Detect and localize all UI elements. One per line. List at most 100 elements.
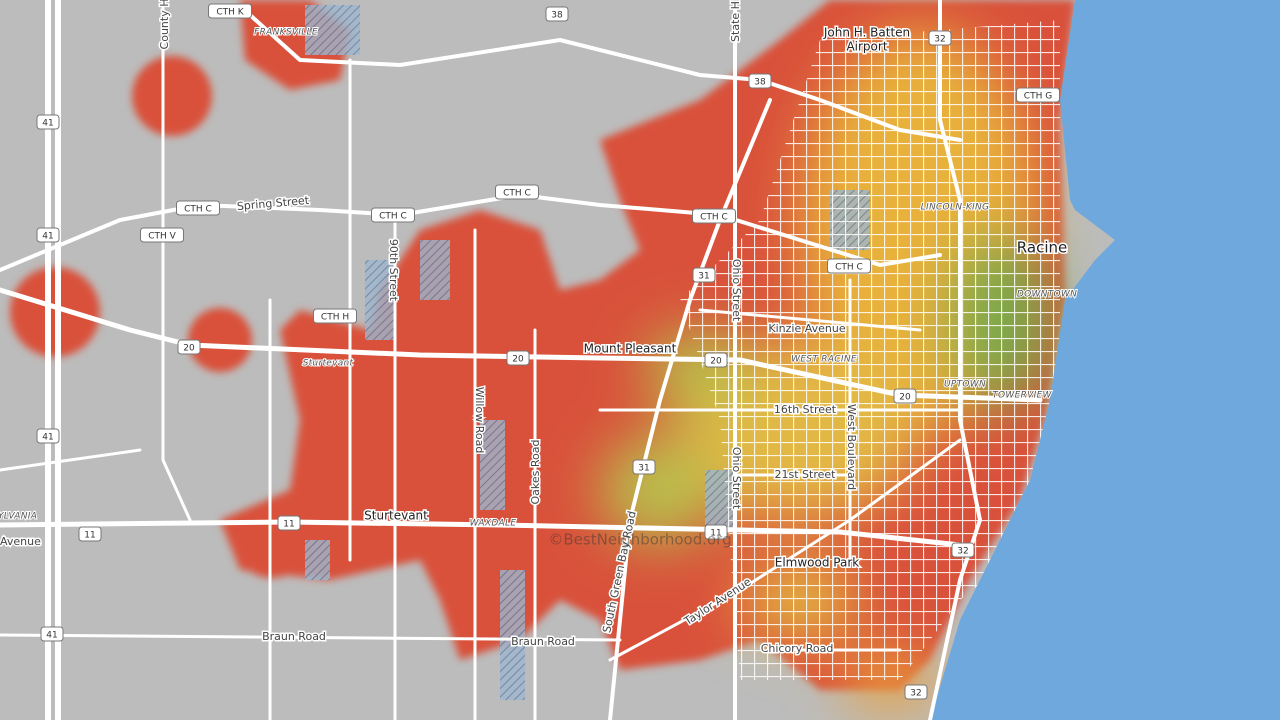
airport-label: John H. Batten — [823, 26, 910, 40]
highway-31 — [608, 98, 772, 720]
city-label: Racine — [1017, 239, 1067, 257]
route-shield — [928, 30, 952, 46]
airport-label: Airport — [846, 40, 887, 54]
route-shield-label: CTH C — [184, 205, 212, 215]
highway-32 — [928, 0, 982, 720]
hatched-area — [365, 260, 395, 340]
route-shield — [176, 200, 220, 216]
hatched-area — [305, 540, 330, 580]
route-shield-label: 11 — [84, 531, 95, 541]
neighborhood-label: WAXDALE — [470, 519, 517, 529]
place-label: Mount Pleasant — [584, 342, 677, 356]
route-shield-label: 31 — [698, 272, 709, 282]
taylor-avenue — [608, 438, 962, 662]
route-shield — [827, 258, 871, 274]
road-label: Willow Road — [473, 387, 486, 454]
road-label: Braun Road — [511, 635, 575, 648]
route-shield — [495, 184, 539, 200]
road-label: Ohio Street — [730, 447, 743, 510]
road-label: County H — [158, 0, 171, 49]
neighborhood-label: Sturtevant — [303, 359, 354, 369]
road-label: Chicory Road — [761, 642, 834, 655]
route-shield-label: CTH V — [148, 232, 176, 242]
route-shield — [208, 3, 252, 19]
road-label: Oakes Road — [529, 440, 542, 505]
neighborhood-label: YLVANIA — [0, 512, 37, 522]
route-shield — [893, 388, 917, 404]
neighborhood-label: WEST RACINE — [791, 355, 857, 365]
route-shield — [904, 684, 928, 700]
shields: CTH K 38 32 38 CTH G 41 CTH C CTH C CTH C CTH C CT… — [36, 3, 1060, 700]
route-shield — [704, 352, 728, 368]
route-shield — [632, 459, 656, 475]
route-shield-label: CTH C — [835, 263, 863, 273]
route-shield-label: 31 — [638, 464, 649, 474]
roads — [0, 0, 1043, 720]
route-shield-label: 32 — [957, 547, 968, 557]
route-shield-label: 20 — [183, 344, 195, 354]
hatched-area — [420, 240, 450, 300]
route-shield — [277, 515, 301, 531]
heat-area — [188, 308, 252, 372]
hatched-area — [305, 5, 360, 55]
road-label: 16th Street — [774, 403, 837, 416]
road-label: State Hi — [729, 0, 742, 42]
route-shield-label: CTH C — [503, 189, 531, 199]
route-shield-label: 32 — [910, 689, 921, 699]
route-shield — [36, 428, 60, 444]
hatched-area — [500, 570, 525, 700]
route-shield-label: 41 — [46, 631, 57, 641]
neighborhood-label: DOWNTOWN — [1017, 290, 1077, 300]
heat-area — [234, 502, 310, 578]
route-shield-label: 41 — [42, 232, 53, 242]
place-label: Elmwood Park — [775, 556, 860, 570]
route-shield — [748, 73, 772, 89]
neighborhood-label: TOWERVIEW — [992, 391, 1052, 401]
route-shield — [692, 267, 716, 283]
route-shield — [313, 308, 357, 324]
road-label: Kinzie Avenue — [768, 322, 845, 335]
route-shield-label: 20 — [512, 355, 524, 365]
road-label: 90th Street — [387, 239, 400, 302]
lake-michigan — [930, 0, 1280, 720]
road-label: Avenue — [0, 535, 41, 548]
highway-11 — [0, 519, 963, 548]
road-label: 21st Street — [775, 468, 837, 481]
route-shield — [704, 524, 728, 540]
route-shield-label: CTH K — [216, 8, 244, 18]
route-shield — [951, 542, 975, 558]
route-shield — [371, 207, 415, 223]
route-shield-label: 41 — [42, 433, 53, 443]
road-label: Ohio Street — [730, 259, 743, 322]
watermark: ©BestNeighborhood.org — [548, 531, 731, 549]
route-shield-label: 11 — [710, 529, 721, 539]
route-shield-label: 38 — [754, 78, 766, 88]
route-shield — [78, 526, 102, 542]
route-shield — [140, 227, 184, 243]
route-shield — [40, 626, 64, 642]
route-shield — [1016, 87, 1060, 103]
place-label: Sturtevant — [364, 509, 428, 523]
neighborhood-label: LINCOLN-KING — [921, 203, 990, 213]
route-shield-label: 32 — [934, 35, 945, 45]
route-shield-label: CTH H — [321, 313, 349, 323]
route-shield-label: 41 — [42, 119, 53, 129]
hatched-area — [480, 420, 505, 510]
road-label: Braun Road — [262, 630, 326, 643]
route-shield-label: 38 — [551, 11, 563, 21]
heat-area — [132, 56, 212, 136]
route-shield-label: CTH C — [379, 212, 407, 222]
neighborhood-label: UPTOWN — [944, 380, 986, 390]
place-label: FRANKSVILLE — [254, 28, 318, 38]
braun-road — [0, 633, 622, 642]
highway-38 — [248, 13, 962, 142]
route-shield — [506, 350, 530, 366]
route-shield — [177, 339, 201, 355]
route-shield — [36, 114, 60, 130]
route-shield-label: CTH C — [700, 213, 728, 223]
route-shield-label: 11 — [283, 520, 294, 530]
route-shield — [545, 6, 569, 22]
